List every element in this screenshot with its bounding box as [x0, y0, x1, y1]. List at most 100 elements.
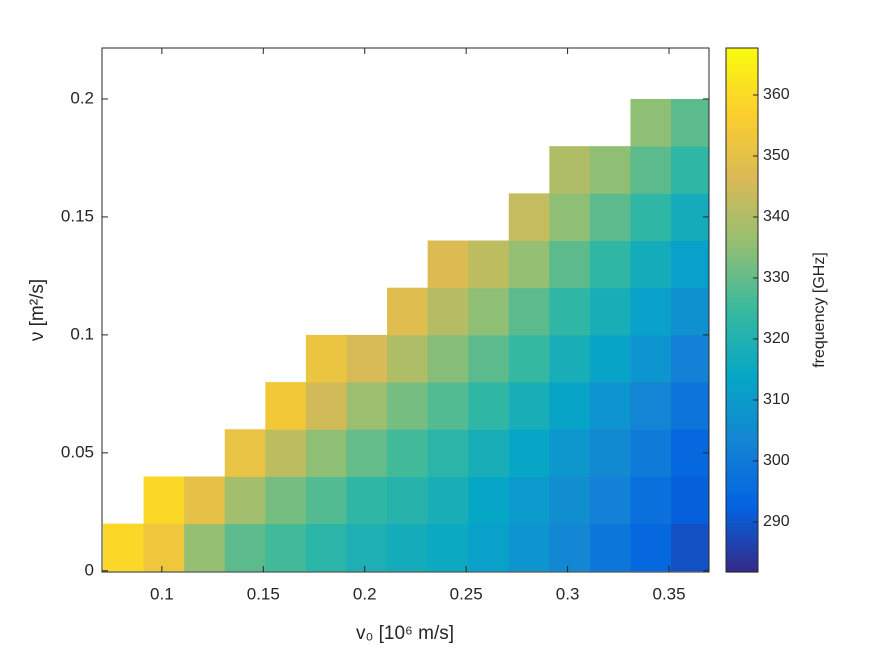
- colorbar-swatch: [726, 162, 758, 168]
- colorbar-swatch: [726, 207, 758, 213]
- colorbar-swatch: [726, 465, 758, 471]
- heatmap-cell: [468, 382, 510, 430]
- heatmap-cell: [427, 240, 469, 289]
- colorbar-swatch: [726, 158, 758, 164]
- x-tick-label: 0.35: [652, 584, 685, 603]
- colorbar-swatch: [726, 416, 758, 422]
- colorbar-swatch: [726, 228, 758, 233]
- colorbar-swatch: [726, 252, 758, 258]
- colorbar-swatch: [726, 269, 758, 274]
- heatmap-cell: [549, 334, 591, 383]
- colorbar-swatch: [726, 195, 758, 201]
- colorbar-swatch: [726, 563, 758, 569]
- heatmap-cell: [671, 476, 709, 525]
- colorbar-swatch: [726, 121, 758, 127]
- heatmap-cell: [468, 523, 510, 572]
- heatmap-cell: [549, 382, 591, 430]
- colorbar-swatch: [726, 371, 758, 377]
- x-tick-label: 0.3: [556, 584, 580, 603]
- y-tick-label: 0.2: [70, 88, 94, 107]
- heatmap-cell: [265, 382, 307, 430]
- heatmap-cell: [549, 146, 591, 194]
- colorbar-swatch: [726, 187, 758, 192]
- colorbar-swatch: [726, 260, 758, 266]
- heatmap-cell: [589, 429, 631, 477]
- heatmap-cell: [387, 523, 429, 572]
- colorbar-swatch: [726, 567, 758, 573]
- heatmap-cell: [630, 523, 672, 572]
- heatmap-cell: [671, 287, 709, 336]
- colorbar-swatch: [726, 232, 758, 237]
- y-axis-label: ν [m²/s]: [27, 279, 48, 341]
- colorbar-swatch: [726, 138, 758, 143]
- colorbar-swatch: [726, 547, 758, 553]
- heatmap-cell: [427, 334, 469, 383]
- colorbar-swatch: [726, 338, 758, 344]
- heatmap-cell: [468, 240, 510, 289]
- colorbar-swatch: [726, 420, 758, 426]
- heatmap-cell: [305, 429, 347, 477]
- colorbar-swatch: [726, 56, 758, 61]
- heatmap-cell: [103, 523, 145, 572]
- colorbar-swatch: [726, 273, 758, 278]
- heatmap-cell: [468, 334, 510, 383]
- colorbar-swatch: [726, 289, 758, 295]
- heatmap-cell: [427, 287, 469, 336]
- colorbar-swatch: [726, 535, 758, 540]
- heatmap-cell: [508, 476, 550, 525]
- colorbar-swatch: [726, 391, 758, 397]
- colorbar-swatch: [726, 412, 758, 418]
- colorbar-swatch: [726, 441, 758, 446]
- heatmap-cell: [387, 476, 429, 525]
- colorbar-swatch: [726, 170, 758, 176]
- heatmap-cell: [630, 146, 672, 194]
- colorbar-swatch: [726, 174, 758, 180]
- colorbar-swatch: [726, 432, 758, 438]
- heatmap-cell: [549, 523, 591, 572]
- heatmap-cell: [589, 146, 631, 194]
- heatmap-cell: [427, 429, 469, 477]
- colorbar-swatch: [726, 142, 758, 147]
- heatmap-cell: [589, 287, 631, 336]
- x-tick-label: 0.1: [150, 584, 174, 603]
- colorbar-swatch: [726, 154, 758, 160]
- colorbar-swatch: [726, 146, 758, 151]
- colorbar-swatch: [726, 449, 758, 454]
- colorbar-swatch: [726, 375, 758, 381]
- heatmap-cell: [346, 476, 388, 525]
- heatmap-cell: [508, 523, 550, 572]
- colorbar-swatch: [726, 400, 758, 405]
- colorbar-swatch: [726, 428, 758, 434]
- colorbar-swatch: [726, 125, 758, 131]
- heatmap-cell: [589, 193, 631, 242]
- colorbar-swatch: [726, 539, 758, 544]
- heatmap-cell: [427, 476, 469, 525]
- heatmap-cell: [387, 429, 429, 477]
- colorbar-swatch: [726, 48, 758, 53]
- heatmap-cell: [549, 287, 591, 336]
- colorbar-swatch: [726, 526, 758, 532]
- colorbar-swatch: [726, 80, 758, 86]
- x-tick-label: 0.15: [247, 584, 280, 603]
- colorbar-swatch: [726, 293, 758, 299]
- heatmap-cell: [184, 523, 226, 572]
- colorbar-swatch: [726, 486, 758, 491]
- colorbar-tick-label: 330: [763, 269, 790, 286]
- plot-frame: [101, 47, 710, 573]
- colorbar-swatch: [726, 506, 758, 512]
- colorbar-swatch: [726, 297, 758, 303]
- colorbar-swatch: [726, 551, 758, 557]
- heatmap-cell: [508, 382, 550, 430]
- colorbar-swatch: [726, 68, 758, 74]
- y-tick-label: 0: [85, 560, 94, 579]
- colorbar-swatch: [726, 457, 758, 463]
- colorbar-swatch: [726, 314, 758, 319]
- colorbar-swatch: [726, 248, 758, 254]
- heatmap-cell: [143, 476, 185, 525]
- colorbar-swatch: [726, 240, 758, 246]
- colorbar-swatch: [726, 281, 758, 287]
- colorbar-swatch: [726, 334, 758, 340]
- heatmap-cell: [468, 476, 510, 525]
- colorbar-swatch: [726, 322, 758, 327]
- colorbar-swatch: [726, 502, 758, 508]
